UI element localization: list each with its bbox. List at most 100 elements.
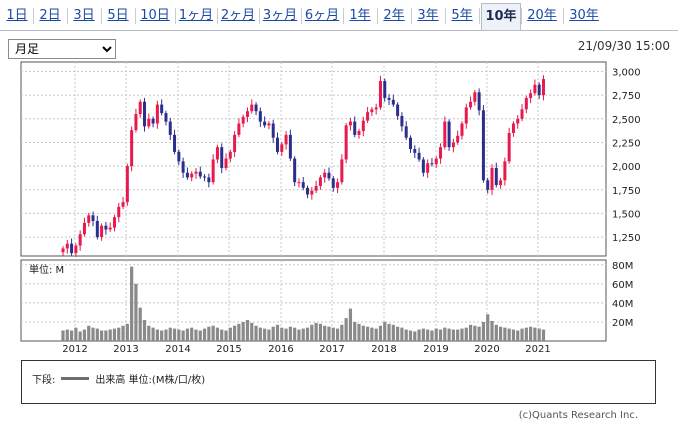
candle-body (486, 180, 490, 190)
volume-bar (275, 324, 280, 341)
volume-bar (172, 328, 177, 341)
candle-body (112, 217, 116, 228)
volume-bar (194, 329, 198, 341)
volume-bar (516, 330, 520, 341)
volume-bar (430, 330, 434, 341)
candle-body (451, 142, 455, 148)
candle-body (434, 158, 438, 165)
candle-body (400, 115, 404, 127)
volume-bar (327, 326, 331, 341)
candle-body (78, 234, 82, 246)
candle-body (121, 202, 125, 207)
volume-bar (65, 329, 69, 341)
volume-bar (481, 321, 486, 341)
volume-bar (69, 330, 74, 341)
tab-14[interactable]: 20年 (527, 8, 557, 23)
volume-bar (280, 327, 284, 341)
volume-bar (365, 326, 370, 341)
volume-bar (151, 327, 155, 341)
candle-body (271, 123, 275, 138)
volume-bar (314, 322, 318, 341)
volume-bar (82, 329, 87, 341)
volume-bar (134, 283, 138, 341)
volume-bar (460, 328, 464, 341)
volume-bar (263, 328, 267, 341)
tab-15[interactable]: 30年 (569, 8, 599, 23)
tab-0[interactable]: 1日 (6, 8, 28, 23)
volume-bar (400, 327, 404, 341)
volume-bar (74, 327, 78, 341)
candle-body (507, 132, 511, 162)
volume-bar (305, 327, 310, 341)
period-select[interactable]: 月足 (8, 39, 116, 59)
candle-body (207, 177, 211, 183)
tab-9[interactable]: 1年 (349, 8, 371, 23)
year-tick-label: 2021 (525, 344, 550, 355)
candle-body (374, 107, 378, 110)
candle-body (387, 97, 391, 100)
volume-bar (507, 328, 511, 341)
volume-bar (374, 328, 378, 341)
tab-5[interactable]: 1ヶ月 (178, 8, 214, 23)
year-tick-label: 2013 (113, 344, 138, 355)
candle-body (520, 109, 524, 119)
volume-bar (408, 330, 413, 341)
candle-body (198, 171, 202, 177)
tab-4[interactable]: 10日 (140, 8, 170, 23)
volume-tick-label: 40M (612, 299, 633, 310)
candle-body (310, 190, 314, 195)
candle-body (220, 147, 224, 168)
volume-bar (353, 321, 357, 341)
tab-10[interactable]: 2年 (383, 8, 405, 23)
candle-body (301, 182, 305, 188)
candle-body (340, 159, 344, 183)
tab-12[interactable]: 5年 (451, 8, 473, 23)
legend-volume-swatch (61, 377, 90, 380)
volume-bar (237, 323, 241, 341)
volume-bar (108, 329, 112, 341)
candle-body (511, 123, 515, 133)
candle-body (524, 97, 528, 110)
candle-body (537, 84, 541, 96)
volume-bar (378, 325, 383, 341)
volume-bar (529, 326, 533, 341)
volume-unit-label: 単位: M (29, 263, 64, 276)
tab-11[interactable]: 3年 (417, 8, 439, 23)
volume-bar (464, 327, 468, 341)
candle-body (541, 79, 545, 96)
candle-body (516, 118, 520, 124)
candle-body (104, 225, 108, 230)
tab-separator (411, 8, 412, 24)
candle-body (353, 121, 357, 135)
tab-6[interactable]: 2ヶ月 (220, 8, 256, 23)
tab-3[interactable]: 5日 (107, 8, 129, 23)
tab-13[interactable]: 10年 (481, 3, 521, 30)
volume-bar (258, 327, 262, 341)
volume-bar (383, 321, 387, 341)
volume-bar (250, 322, 254, 341)
volume-bar (198, 330, 202, 341)
tab-2[interactable]: 3日 (73, 8, 95, 23)
volume-bar (130, 266, 134, 341)
candle-body (477, 92, 481, 111)
candle-body (370, 109, 374, 113)
period-tabs: 1日 2日 3日 5日 10日 1ヶ月 2ヶ月 3ヶ月 6ヶ月 1年 2年 3年 5年 10年 20年 30年 (0, 0, 678, 31)
tab-7[interactable]: 3ヶ月 (262, 8, 298, 23)
volume-bar (160, 330, 164, 341)
volume-bar (207, 326, 211, 341)
candle-body (533, 84, 537, 94)
candle-body (125, 166, 129, 203)
volume-bar (511, 329, 516, 341)
candle-body (460, 123, 464, 136)
tab-8[interactable]: 6ヶ月 (304, 8, 340, 23)
volume-bar (456, 329, 460, 341)
volume-bar (451, 329, 455, 341)
candle-body (228, 151, 232, 159)
volume-bar (417, 329, 421, 341)
price-tick-label: 3,000 (612, 67, 641, 78)
candle-body (258, 111, 262, 122)
tab-1[interactable]: 2日 (39, 8, 61, 23)
volume-bar (477, 326, 481, 341)
volume-bar (533, 327, 537, 341)
volume-bar (228, 327, 232, 341)
